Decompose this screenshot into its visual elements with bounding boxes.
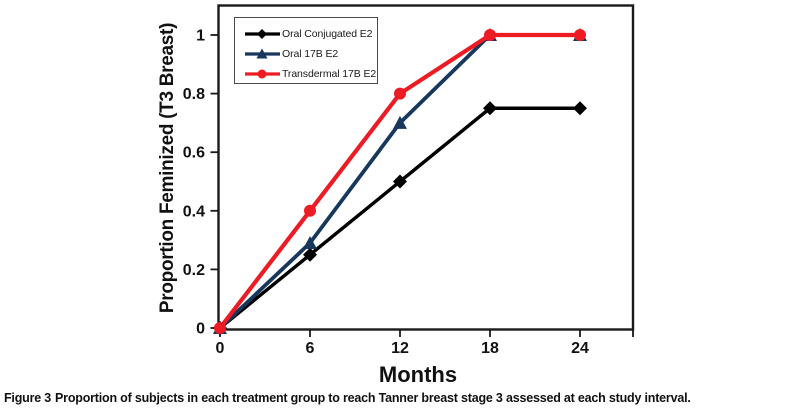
figure-caption-text: Proportion of subjects in each treatment… — [55, 391, 691, 405]
y-tick-label: 0.8 — [183, 86, 205, 103]
x-axis-label: Months — [378, 362, 458, 387]
figure-caption-number: Figure 3 — [4, 391, 52, 405]
figure-caption: Figure 3 Proportion of subjects in each t… — [4, 391, 792, 405]
x-tick-label: 24 — [571, 340, 589, 357]
y-tick-label: 1 — [196, 28, 205, 45]
series-line-diamond — [218, 106, 582, 330]
data-point-circle — [394, 87, 406, 100]
x-tick-label: 18 — [481, 340, 499, 357]
data-point-circle — [304, 204, 316, 217]
data-point-diamond — [573, 101, 587, 116]
data-point-circle — [574, 29, 586, 41]
y-tick-label: 0.6 — [183, 145, 205, 162]
data-point-triangle — [303, 236, 317, 250]
chart-legend: Oral Conjugated E2 Oral 17B E2 Transdermal… — [234, 17, 378, 84]
legend-label: Oral 17B E2 — [282, 47, 339, 60]
data-point-diamond — [303, 247, 317, 262]
legend-label: Transdermal 17B E2 — [282, 67, 377, 80]
y-axis-label: Proportion Feminized (T3 Breast) — [157, 22, 178, 314]
data-point-diamond — [393, 174, 407, 189]
data-point-circle — [214, 322, 226, 334]
x-tick-label: 12 — [391, 340, 409, 357]
legend-item: Transdermal 17B E2 — [244, 64, 377, 83]
legend-item: Oral 17B E2 — [244, 44, 377, 63]
x-tick-label: 6 — [306, 340, 315, 357]
plot-frame — [217, 4, 635, 331]
legend-marker-circle-icon — [245, 69, 280, 78]
y-tick-label: 0 — [196, 321, 205, 338]
data-point-circle — [484, 29, 496, 41]
legend-marker-triangle-icon — [245, 48, 280, 58]
legend-label: Oral Conjugated E2 — [282, 27, 373, 40]
x-tick-label: 0 — [216, 340, 225, 357]
y-tick-label: 0.2 — [183, 262, 205, 279]
data-point-diamond — [483, 101, 497, 116]
legend-item: Oral Conjugated E2 — [244, 24, 377, 43]
legend-marker-diamond-icon — [245, 28, 280, 39]
y-tick-label: 0.4 — [183, 203, 205, 220]
data-point-triangle — [393, 115, 407, 129]
